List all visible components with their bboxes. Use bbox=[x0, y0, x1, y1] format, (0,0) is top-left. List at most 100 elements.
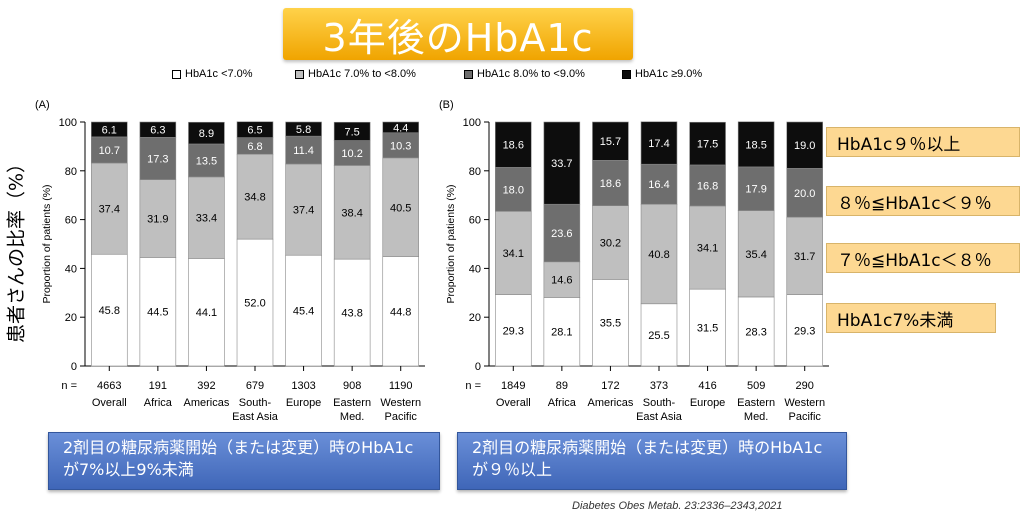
data-label: 34.8 bbox=[244, 192, 265, 204]
y-axis-title: Proportion of patients (%) bbox=[445, 184, 457, 303]
data-label: 11.4 bbox=[293, 145, 314, 157]
n-value: 509 bbox=[747, 380, 765, 392]
legend-item-ge9: HbA1c ≥9.0% bbox=[622, 67, 702, 81]
bar-segment-0 bbox=[333, 258, 371, 367]
bar-segment-1 bbox=[91, 162, 128, 255]
legend-swatch bbox=[464, 69, 473, 79]
legend-swatch bbox=[295, 69, 304, 79]
data-label: 10.3 bbox=[390, 140, 411, 152]
y-tick-label: 20 bbox=[65, 312, 77, 324]
bar-segment-0 bbox=[236, 238, 274, 367]
data-label: 30.2 bbox=[600, 238, 621, 250]
bar-segment-3 bbox=[786, 121, 823, 169]
legend-swatch bbox=[172, 69, 181, 79]
y-tick-label: 60 bbox=[65, 215, 77, 227]
data-label: 52.0 bbox=[244, 298, 265, 310]
caption-left-text: 2剤目の糖尿病薬開始（または変更）時のHbA1cが7%以上9%未満 bbox=[63, 438, 414, 479]
data-label: 18.5 bbox=[745, 139, 766, 151]
n-label: n = bbox=[61, 380, 77, 392]
x-category-label: Eastern bbox=[333, 397, 371, 409]
data-label: 31.5 bbox=[697, 323, 718, 335]
y-tick-label: 20 bbox=[469, 312, 481, 324]
data-label: 35.4 bbox=[745, 249, 766, 261]
x-category-label: Med. bbox=[744, 411, 768, 423]
data-label: 6.3 bbox=[150, 125, 165, 137]
legend-label: HbA1c <7.0% bbox=[185, 68, 253, 80]
data-label: 33.4 bbox=[196, 213, 217, 225]
bar-segment-0 bbox=[689, 288, 726, 367]
n-label: n = bbox=[465, 380, 481, 392]
n-value: 679 bbox=[246, 380, 264, 392]
n-value: 1190 bbox=[389, 380, 413, 392]
bar-segment-0 bbox=[188, 258, 225, 367]
legend-swatch bbox=[622, 69, 631, 79]
n-value: 89 bbox=[556, 380, 568, 392]
x-category-label: East Asia bbox=[636, 411, 683, 423]
bar-segment-0 bbox=[737, 296, 775, 367]
side-note-8to9: ８％≦HbA1c＜９％ bbox=[826, 186, 1020, 216]
x-category-label: South- bbox=[643, 397, 676, 409]
n-value: 392 bbox=[197, 380, 215, 392]
n-value: 416 bbox=[698, 380, 716, 392]
data-label: 6.8 bbox=[247, 141, 262, 153]
bar-segment-1 bbox=[188, 176, 225, 259]
data-label: 10.7 bbox=[99, 145, 120, 157]
data-label: 28.1 bbox=[551, 327, 572, 339]
data-label: 14.6 bbox=[551, 275, 572, 287]
data-label: 20.0 bbox=[794, 188, 815, 200]
data-label: 37.4 bbox=[293, 205, 314, 217]
x-category-label: Europe bbox=[690, 397, 725, 409]
bar-segment-3 bbox=[333, 121, 371, 141]
side-note-lt7: HbA1c7%未満 bbox=[826, 303, 996, 333]
bar-segment-3 bbox=[592, 121, 629, 161]
data-label: 23.6 bbox=[551, 228, 572, 240]
y-tick-label: 80 bbox=[469, 166, 481, 178]
y-tick-label: 40 bbox=[65, 263, 77, 275]
x-category-label: Western bbox=[380, 397, 421, 409]
data-label: 29.3 bbox=[503, 325, 524, 337]
bar-segment-2 bbox=[333, 140, 371, 166]
panel-label: (A) bbox=[35, 99, 50, 111]
data-label: 44.5 bbox=[147, 307, 168, 319]
data-label: 7.5 bbox=[344, 126, 359, 138]
data-label: 16.8 bbox=[697, 180, 718, 192]
x-category-label: Pacific bbox=[789, 411, 822, 423]
x-category-label: Africa bbox=[144, 397, 173, 409]
y-tick-label: 0 bbox=[71, 361, 77, 373]
data-label: 31.7 bbox=[794, 251, 815, 263]
data-label: 18.6 bbox=[503, 140, 524, 152]
side-note-ge9: HbA1c９％以上 bbox=[826, 127, 1020, 157]
data-label: 40.8 bbox=[648, 249, 669, 261]
y-tick-label: 60 bbox=[469, 215, 481, 227]
bar-segment-3 bbox=[285, 121, 322, 137]
x-category-label: East Asia bbox=[232, 411, 279, 423]
x-category-label: Western bbox=[784, 397, 825, 409]
data-label: 28.3 bbox=[745, 326, 766, 338]
bar-segment-3 bbox=[382, 121, 419, 134]
data-label: 34.1 bbox=[697, 243, 718, 255]
bar-segment-3 bbox=[689, 121, 726, 166]
chart-panel-b: (B) Proportion of patients (%) 0 20 40 60 80 10… bbox=[439, 99, 829, 423]
data-label: 17.9 bbox=[745, 184, 766, 196]
x-category-label: Overall bbox=[496, 397, 531, 409]
data-label: 17.4 bbox=[648, 138, 669, 150]
caption-left: 2剤目の糖尿病薬開始（または変更）時のHbA1cが7%以上9%未満 bbox=[48, 432, 440, 490]
data-label: 10.2 bbox=[341, 148, 362, 160]
n-value: 373 bbox=[650, 380, 668, 392]
legend-label: HbA1c ≥9.0% bbox=[635, 68, 703, 80]
bar-segment-2 bbox=[139, 137, 177, 180]
bar-segment-2 bbox=[188, 143, 225, 178]
data-label: 6.1 bbox=[102, 124, 117, 136]
data-label: 13.5 bbox=[196, 155, 217, 167]
caption-right: 2剤目の糖尿病薬開始（または変更）時のHbA1cが９％以上 bbox=[457, 432, 847, 490]
data-label: 15.7 bbox=[600, 136, 621, 148]
slide-title: 3年後のHbA1c bbox=[322, 15, 594, 60]
bar-segment-3 bbox=[495, 121, 532, 168]
y-axis-title: Proportion of patients (%) bbox=[41, 184, 53, 303]
data-label: 29.3 bbox=[794, 325, 815, 337]
bar-segment-3 bbox=[640, 121, 678, 165]
bar-segment-2 bbox=[91, 136, 128, 164]
data-label: 37.4 bbox=[99, 204, 120, 216]
slide-title-banner: 3年後のHbA1c bbox=[283, 8, 633, 60]
outer-y-axis-label: 患者さんの比率（%） bbox=[0, 145, 30, 355]
